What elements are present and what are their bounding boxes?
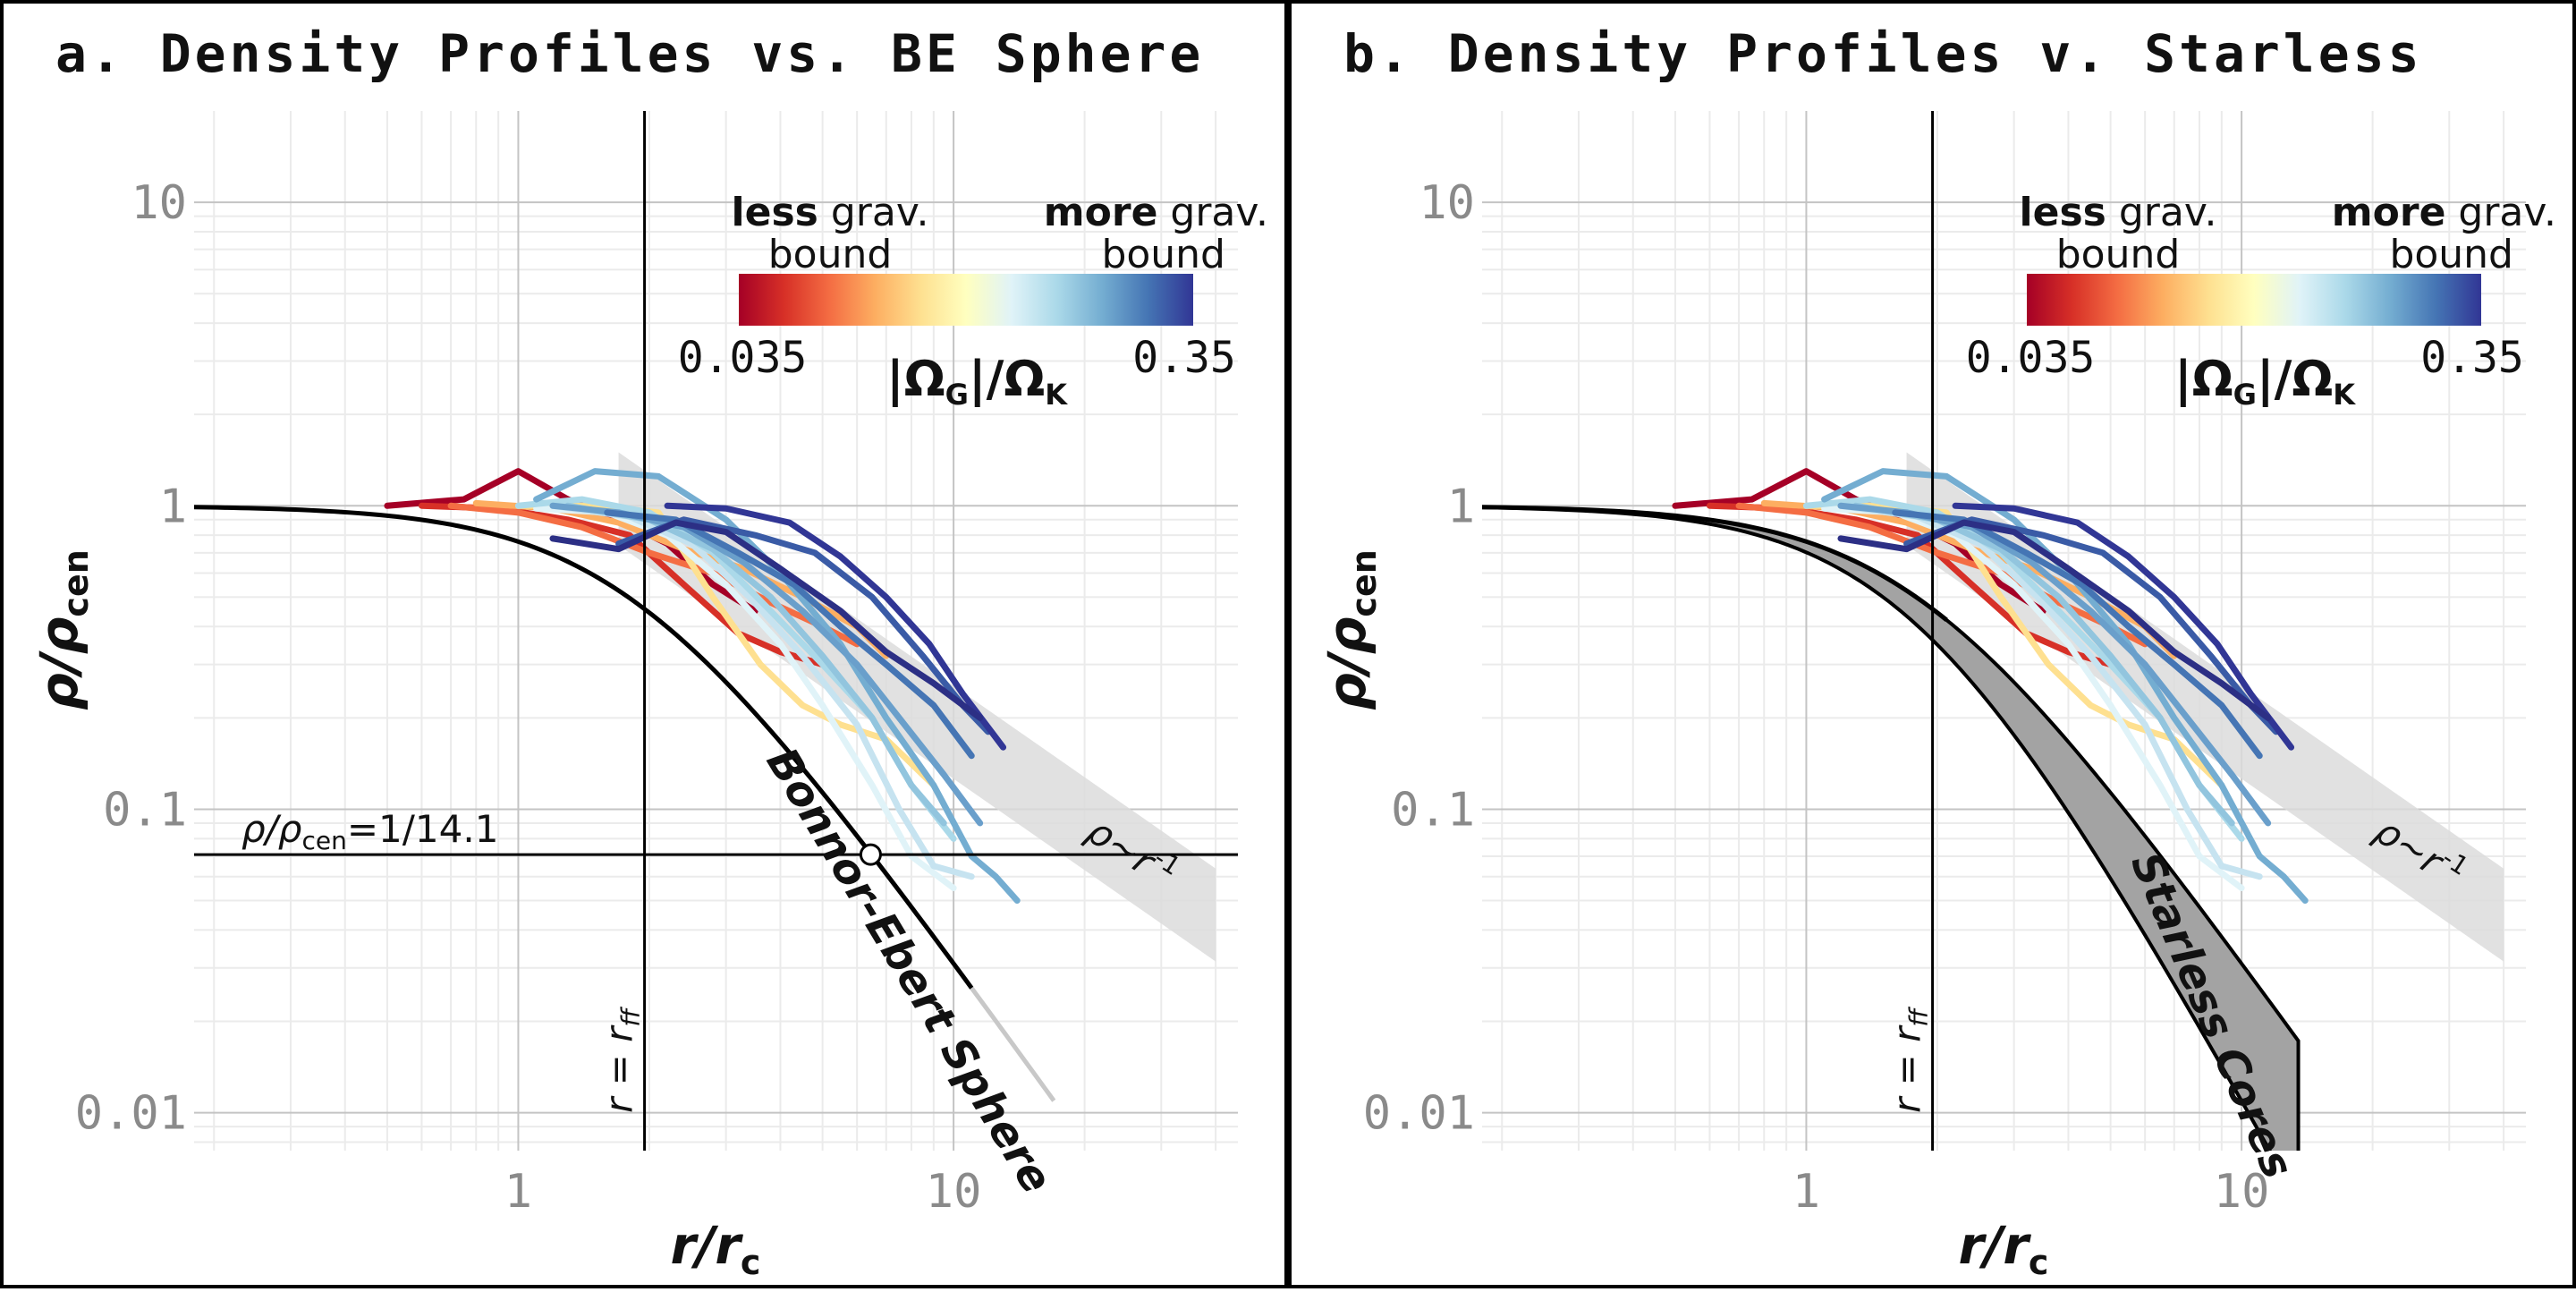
panel-b-colorbar-left-head-2: bound xyxy=(2056,232,2181,277)
panel-b-x-tick-label: 1 xyxy=(1792,1165,1820,1219)
panel-b-x-tick-label: 10 xyxy=(2214,1165,2270,1219)
panel-a-series-line-5 xyxy=(533,505,957,892)
panel-b-colorbar-right-head: more grav. xyxy=(2332,190,2556,235)
panel-b: b. Density Profiles v. Starless 1 10 10 1 0.… xyxy=(1288,0,2576,1288)
panel-a-threshold-label: ρ/ρcen=1/14.1 xyxy=(242,807,498,855)
panel-a-x-tick-label: 10 xyxy=(926,1165,982,1219)
panel-b-y-tick-label: 0.01 xyxy=(1363,1087,1475,1141)
panel-a-plot-area xyxy=(194,111,1238,1151)
panel-b-data-layer xyxy=(1482,452,2504,1151)
panel-a-colorbar-label: |ΩG|/ΩK xyxy=(886,351,1068,412)
panel-a-colorbar-left-head: less grav. xyxy=(732,190,929,235)
panel-b-colorbar-right-head-2: bound xyxy=(2389,232,2513,277)
panel-b-series-line-14 xyxy=(1837,519,2272,721)
panel-a-colorbar-right-head-2: bound xyxy=(1101,232,1225,277)
panel-a-colorbar-right-head: more grav. xyxy=(1044,190,1268,235)
panel-b-central-curve xyxy=(1482,505,1948,622)
panel-a-y-tick-label: 0.1 xyxy=(103,783,187,837)
panel-a-y-tick-label: 10 xyxy=(131,176,187,230)
panel-b-x-axis-label: r/rc xyxy=(1959,1215,2049,1282)
panel-a-colorbar-min: 0.035 xyxy=(678,333,808,383)
panel-a-x-tick-label: 1 xyxy=(504,1165,532,1219)
panel-a-be-curve-tail xyxy=(970,986,1056,1102)
panel-a-colorbar-max: 0.35 xyxy=(1132,333,1236,383)
panel-a-data-layer xyxy=(194,452,1216,1102)
panel-a-y-tick-label: 0.01 xyxy=(75,1087,187,1141)
panel-a-rff-label: r = rff xyxy=(597,1007,646,1113)
panel-b-plot-area xyxy=(1482,111,2526,1151)
panel-b-y-tick-label: 1 xyxy=(1447,480,1475,533)
panel-a-grid xyxy=(194,111,1238,1151)
panel-b-colorbar-max: 0.35 xyxy=(2420,333,2524,383)
panel-a-threshold-marker xyxy=(859,843,882,866)
panel-a-series-line-6 xyxy=(549,502,975,880)
panel-a-series-line-14 xyxy=(549,519,984,721)
panel-a-colorbar-left-head-2: bound xyxy=(768,232,893,277)
panel-b-colorbar-min: 0.035 xyxy=(1966,333,2096,383)
panel-a-colorbar xyxy=(739,274,1193,326)
panel-a-be-curve xyxy=(194,505,974,990)
panel-a-series-line-13 xyxy=(664,502,1007,751)
panel-b-series-line-13 xyxy=(1952,502,2295,751)
panel-b-series-line-6 xyxy=(1837,502,2263,880)
panel-a-x-axis-label: r/rc xyxy=(671,1215,761,1282)
panel-a: a. Density Profiles vs. BE Sphere 1 10 10 1… xyxy=(0,0,1288,1288)
panel-b-y-tick-label: 10 xyxy=(1419,176,1475,230)
panel-b-y-tick-label: 0.1 xyxy=(1391,783,1475,837)
panel-a-y-axis-label: ρ/ρcen xyxy=(29,549,96,710)
panel-b-colorbar-label: |ΩG|/ΩK xyxy=(2174,351,2356,412)
panel-b-title: b. Density Profiles v. Starless xyxy=(1343,23,2423,84)
panel-b-y-axis-label: ρ/ρcen xyxy=(1317,549,1384,710)
panel-a-title: a. Density Profiles vs. BE Sphere xyxy=(55,23,1205,84)
panel-a-y-tick-label: 1 xyxy=(159,480,187,533)
panel-b-colorbar-left-head: less grav. xyxy=(2020,190,2217,235)
panel-b-series-line-5 xyxy=(1821,505,2245,892)
panel-b-rff-label: r = rff xyxy=(1885,1007,1934,1113)
panel-b-colorbar xyxy=(2027,274,2481,326)
